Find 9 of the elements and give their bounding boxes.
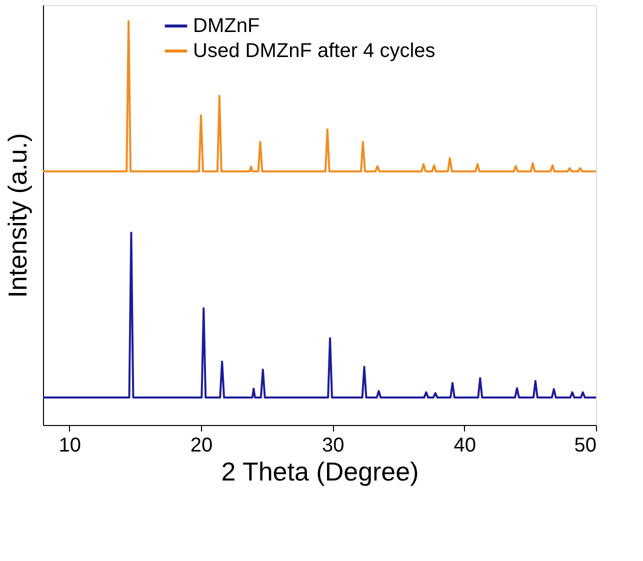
- x-axis-title: 2 Theta (Degree): [221, 456, 419, 486]
- y-axis-title: Intensity (a.u.): [2, 133, 32, 298]
- x-tick-label: 40: [454, 434, 476, 456]
- x-tick-label: 30: [322, 434, 344, 456]
- x-tick-label: 50: [574, 434, 596, 456]
- x-tick-label: 20: [190, 434, 213, 456]
- legend-label: DMZnF: [193, 15, 260, 37]
- legend-label: Used DMZnF after 4 cycles: [193, 40, 436, 62]
- x-tick-label: 10: [58, 434, 81, 456]
